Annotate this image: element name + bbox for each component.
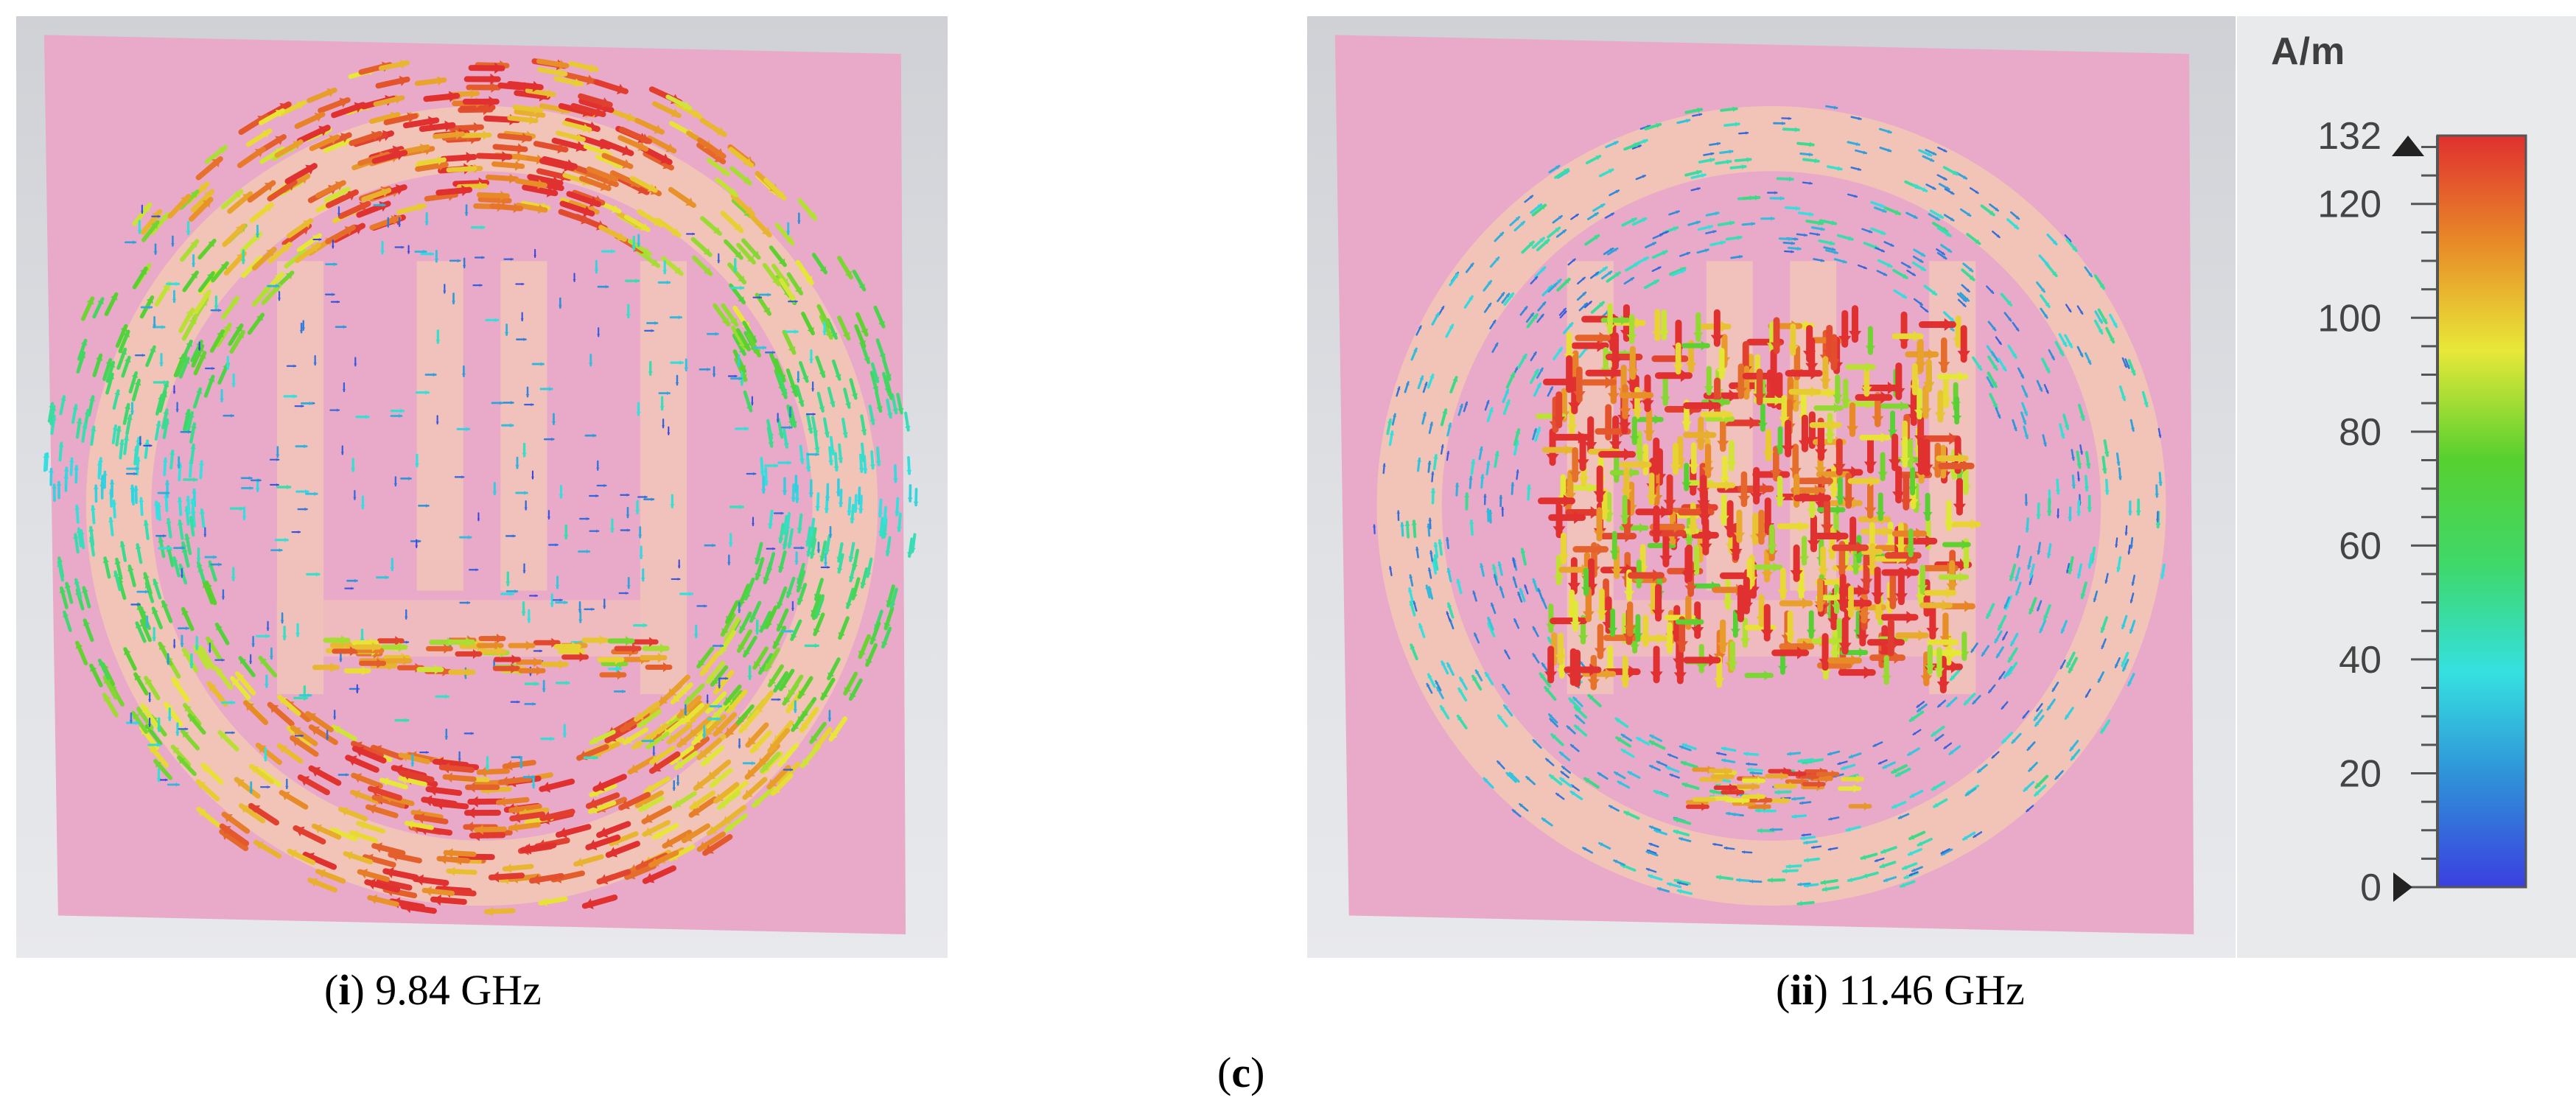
- current-arrows: [1372, 105, 2166, 906]
- scale-tick-label: 120: [2317, 183, 2381, 226]
- caption-label: ii: [1790, 966, 1814, 1014]
- ring-patch: [1376, 106, 2166, 906]
- ring-patch: [85, 105, 878, 906]
- field-plot-11-46ghz: [1307, 16, 2236, 958]
- figure-label: (c): [1217, 1049, 1265, 1096]
- u-slot-patch: [276, 261, 687, 695]
- caption-label: i: [338, 966, 351, 1014]
- scale-tick-label: 132: [2317, 115, 2381, 158]
- surface-current-plot: [1334, 35, 2194, 935]
- current-arrows: [43, 58, 919, 917]
- caption-frequency: 9.84 GHz: [375, 966, 542, 1014]
- color-scale-legend: A/m 0 20 40 60 80 100 120 132: [2237, 16, 2576, 958]
- color-gradient-bar: [2436, 134, 2527, 889]
- scale-tick-label: 80: [2339, 411, 2381, 454]
- field-plot-9-84ghz: [16, 16, 948, 958]
- max-marker-arrow[interactable]: [2392, 136, 2424, 156]
- surface-current-plot: [43, 35, 919, 935]
- caption-frequency: 11.46 GHz: [1838, 966, 2025, 1014]
- scale-tick-label: 40: [2339, 639, 2381, 682]
- scale-tick-label: 60: [2339, 525, 2381, 567]
- scale-tick-label: 20: [2339, 752, 2381, 795]
- scale-tick-label: 100: [2317, 297, 2381, 340]
- min-marker-arrow[interactable]: [2393, 872, 2412, 902]
- caption-panel-ii: (ii) 11.46 GHz: [1776, 966, 2025, 1014]
- scale-tick-label: 0: [2360, 867, 2381, 909]
- figure-label-letter: c: [1231, 1049, 1251, 1096]
- scale-ticks: 0 20 40 60 80 100 120 132: [2317, 115, 2437, 909]
- legend-unit-label: A/m: [2271, 30, 2346, 73]
- color-scale-bar: 0 20 40 60 80 100 120 132: [2317, 115, 2527, 909]
- caption-panel-i: (i) 9.84 GHz: [324, 966, 542, 1014]
